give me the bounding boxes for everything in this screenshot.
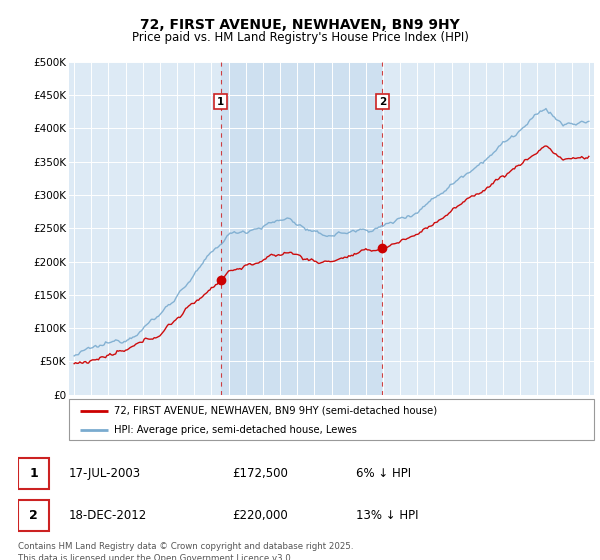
FancyBboxPatch shape (18, 500, 49, 531)
Text: £172,500: £172,500 (232, 466, 288, 480)
Text: Price paid vs. HM Land Registry's House Price Index (HPI): Price paid vs. HM Land Registry's House … (131, 31, 469, 44)
Text: HPI: Average price, semi-detached house, Lewes: HPI: Average price, semi-detached house,… (113, 424, 356, 435)
Text: 72, FIRST AVENUE, NEWHAVEN, BN9 9HY (semi-detached house): 72, FIRST AVENUE, NEWHAVEN, BN9 9HY (sem… (113, 405, 437, 416)
Text: 13% ↓ HPI: 13% ↓ HPI (356, 508, 419, 522)
Text: 2: 2 (29, 508, 38, 522)
Bar (221, 62, 382, 395)
Text: Contains HM Land Registry data © Crown copyright and database right 2025.
This d: Contains HM Land Registry data © Crown c… (18, 542, 353, 560)
Text: 6% ↓ HPI: 6% ↓ HPI (356, 466, 412, 480)
FancyBboxPatch shape (18, 458, 49, 489)
Text: 72, FIRST AVENUE, NEWHAVEN, BN9 9HY: 72, FIRST AVENUE, NEWHAVEN, BN9 9HY (140, 18, 460, 32)
Text: 1: 1 (29, 466, 38, 480)
Text: 17-JUL-2003: 17-JUL-2003 (69, 466, 141, 480)
Text: 1: 1 (217, 96, 224, 106)
FancyBboxPatch shape (69, 399, 594, 440)
Text: 2: 2 (379, 96, 386, 106)
Text: £220,000: £220,000 (232, 508, 288, 522)
Text: 18-DEC-2012: 18-DEC-2012 (69, 508, 147, 522)
